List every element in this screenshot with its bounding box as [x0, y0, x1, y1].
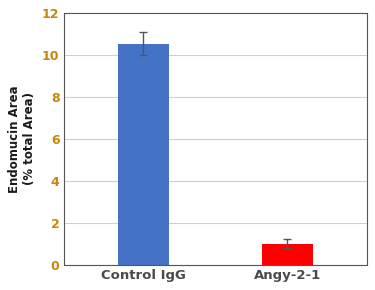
Bar	[262, 244, 313, 264]
Y-axis label: Endomucin Area
(% total Area): Endomucin Area (% total Area)	[8, 85, 36, 193]
Bar	[118, 44, 169, 264]
